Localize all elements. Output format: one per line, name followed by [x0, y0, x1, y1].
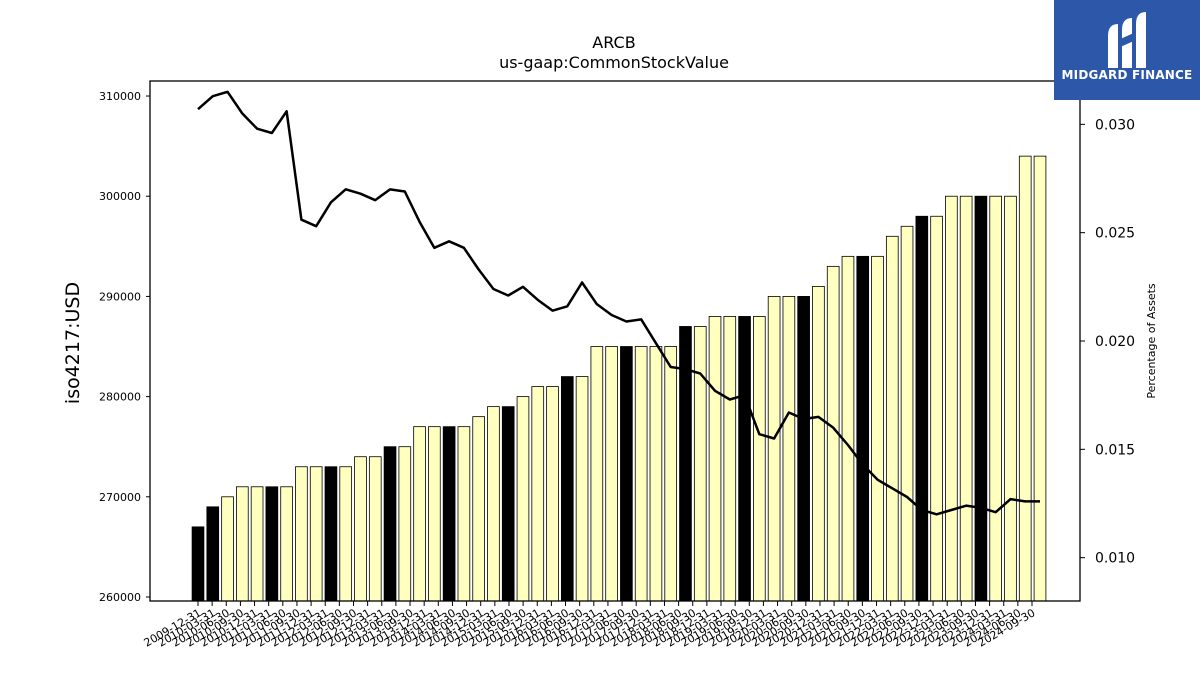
bar: [250, 486, 264, 602]
bar: [959, 195, 973, 602]
bar: [782, 296, 796, 602]
bar: [1004, 195, 1017, 602]
y-tick-label: 260000: [99, 591, 141, 604]
logo-text: MIDGARD FINANCE: [1061, 68, 1193, 82]
logo-mark-icon: [1108, 12, 1146, 68]
bar: [797, 296, 810, 602]
bar: [560, 376, 574, 602]
y-axis-ticks: 260000 270000 280000 290000 300000 310000: [99, 90, 150, 604]
bar: [546, 386, 559, 602]
bar: [723, 316, 737, 602]
bar: [1018, 155, 1032, 602]
y2-tick-label: 0.010: [1095, 551, 1135, 567]
chart-subtitle: us-gaap:CommonStockValue: [499, 53, 729, 72]
y2-tick-label: 0.020: [1095, 334, 1135, 350]
bar: [191, 526, 205, 602]
bar: [428, 426, 441, 602]
bar: [974, 195, 988, 602]
line-series: [197, 90, 1040, 516]
chart-title: ARCB: [592, 33, 635, 52]
bar: [885, 235, 899, 602]
bar: [221, 496, 234, 602]
bar: [664, 346, 678, 602]
bar: [398, 446, 412, 602]
y-tick-label: 290000: [99, 290, 141, 303]
bar: [930, 215, 943, 602]
bar: [354, 456, 367, 602]
y2-tick-label: 0.025: [1095, 226, 1135, 242]
bar: [236, 486, 249, 602]
bar: [472, 416, 485, 602]
bar: [442, 426, 456, 602]
y2-axis-label: Percentage of Assets: [1145, 283, 1158, 399]
bar: [856, 255, 870, 602]
bar: [605, 346, 618, 602]
bar-series: [191, 155, 1047, 602]
bar: [841, 255, 855, 602]
bar: [206, 506, 220, 602]
y-tick-label: 270000: [99, 491, 141, 504]
y-tick-label: 310000: [99, 90, 141, 103]
bar: [871, 255, 884, 602]
bar: [457, 426, 471, 602]
bar: [531, 386, 545, 602]
plot-frame: [149, 80, 1081, 602]
bar: [634, 346, 648, 602]
y-tick-label: 300000: [99, 190, 141, 203]
y2-tick-label: 0.015: [1095, 442, 1135, 458]
bar: [413, 426, 426, 602]
bar: [620, 346, 633, 602]
bar: [501, 406, 515, 602]
bar: [309, 466, 323, 602]
bar: [280, 486, 293, 602]
bar: [900, 225, 914, 602]
bar: [368, 456, 382, 602]
bar: [649, 346, 663, 602]
bar: [812, 285, 825, 602]
bar: [989, 195, 1003, 602]
bar: [767, 296, 781, 602]
bar: [516, 396, 530, 602]
percentage-line: [197, 90, 1040, 516]
bar: [945, 195, 958, 602]
bar: [753, 316, 766, 602]
bar: [295, 466, 308, 602]
bar: [693, 326, 707, 602]
bar: [738, 316, 751, 602]
bar: [265, 486, 279, 602]
bar: [383, 446, 397, 602]
y2-axis-ticks: 0.010 0.015 0.020 0.025 0.030: [1080, 117, 1135, 567]
bar: [1033, 155, 1047, 602]
bar: [487, 406, 500, 602]
y-axis-label: iso4217:USD: [62, 282, 84, 404]
bar: [915, 215, 929, 602]
y-tick-label: 280000: [99, 391, 141, 404]
x-axis-ticks: 2009-12-312010-03-312010-06-302010-09-30…: [142, 601, 1038, 650]
bar: [708, 316, 722, 602]
bar: [590, 346, 604, 602]
bar: [339, 466, 353, 602]
bar: [324, 466, 338, 602]
bar: [575, 376, 589, 602]
midgard-finance-logo: MIDGARD FINANCE: [1054, 0, 1200, 100]
y2-tick-label: 0.030: [1095, 117, 1135, 133]
